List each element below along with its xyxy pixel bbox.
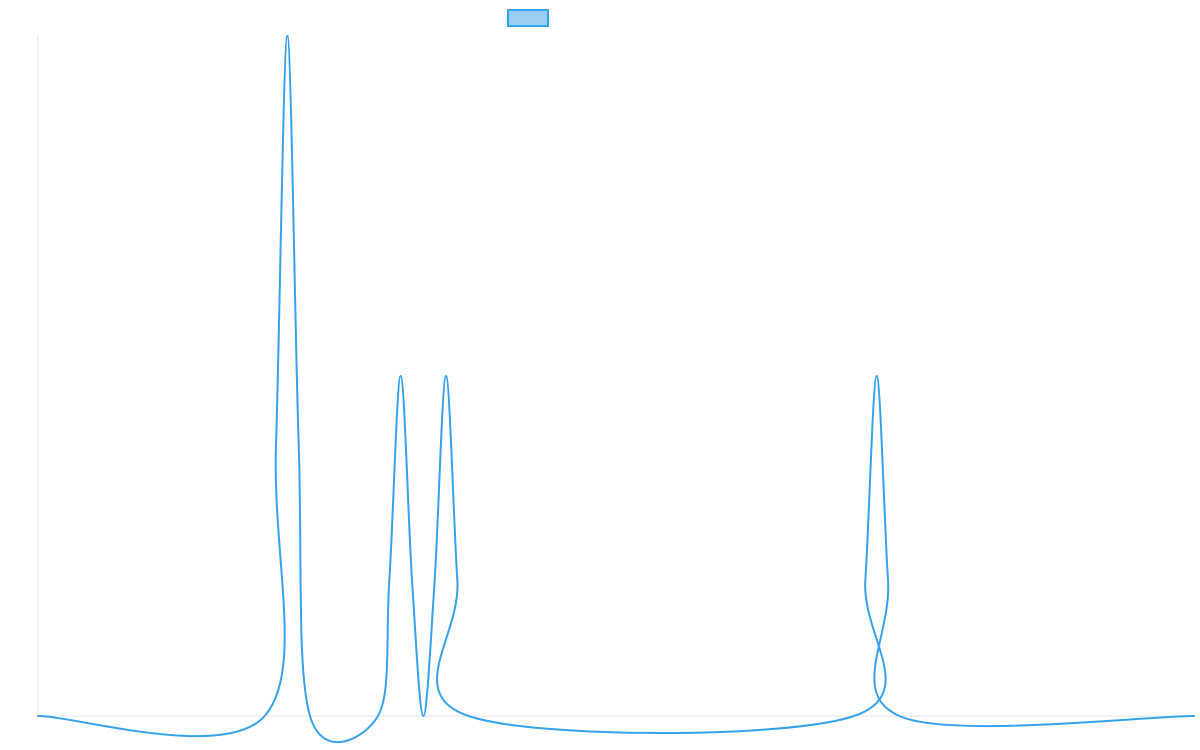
- legend-swatch[interactable]: [507, 9, 549, 27]
- legend: [507, 9, 549, 27]
- series-line: [37, 35, 1195, 744]
- plot-area: [37, 35, 1195, 744]
